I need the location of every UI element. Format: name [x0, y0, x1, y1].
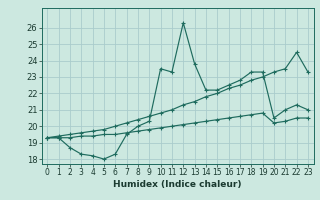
- X-axis label: Humidex (Indice chaleur): Humidex (Indice chaleur): [113, 180, 242, 189]
